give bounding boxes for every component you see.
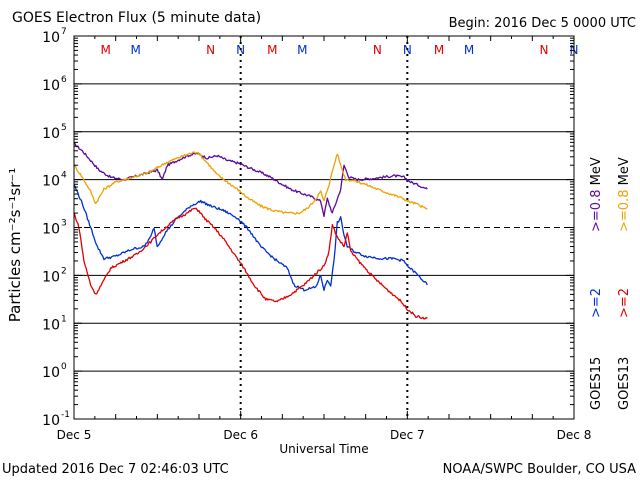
legend-row: GOES15 >=2 >=0.8 MeV xyxy=(589,157,604,410)
event-marker: M xyxy=(130,43,140,57)
credit-label: NOAA/SWPC Boulder, CO USA xyxy=(443,462,636,477)
y-tick-label: 10 xyxy=(42,174,60,190)
updated-timestamp: Updated 2016 Dec 7 02:46:03 UTC xyxy=(2,462,229,477)
legend-satellite: GOES15 xyxy=(589,357,604,410)
series-line xyxy=(73,184,428,292)
series-line xyxy=(73,207,428,320)
y-tick-exponent: 0 xyxy=(61,362,67,372)
y-tick-exponent: -1 xyxy=(61,410,70,420)
y-tick-exponent: 3 xyxy=(61,219,67,229)
y-tick-label: 10 xyxy=(42,365,60,381)
legend-item: >=2 xyxy=(617,288,632,318)
event-marker: M xyxy=(434,43,444,57)
legend-satellite: GOES13 xyxy=(617,357,632,410)
legend-item: >=0.8 MeV xyxy=(617,157,632,232)
y-tick-exponent: 5 xyxy=(61,123,67,133)
data-series xyxy=(73,142,428,320)
y-tick-label: 10 xyxy=(42,317,60,333)
y-tick-exponent: 4 xyxy=(61,171,67,181)
plot-grid xyxy=(73,36,575,419)
legend-row: GOES13 >=2 >=0.8 MeV xyxy=(617,157,632,410)
y-tick-label: 10 xyxy=(42,413,60,429)
begin-time-label: Begin: 2016 Dec 5 0000 UTC xyxy=(449,16,636,31)
y-axis-label: Particles cm⁻²s⁻¹sr⁻¹ xyxy=(6,168,24,322)
y-tick-label: 10 xyxy=(42,126,60,142)
x-tick-label: Dec 5 xyxy=(57,428,92,442)
x-axis-ticks: Dec 5 Dec 6 Dec 7 Dec 8 xyxy=(57,428,592,442)
chart-title: GOES Electron Flux (5 minute data) xyxy=(12,10,261,26)
series-line xyxy=(73,151,428,215)
event-marker: M xyxy=(267,43,277,57)
x-tick-label: Dec 8 xyxy=(557,428,592,442)
y-tick-exponent: 1 xyxy=(61,314,67,324)
x-tick-label: Dec 6 xyxy=(223,428,258,442)
event-marker: N xyxy=(373,43,382,57)
x-tick-label: Dec 7 xyxy=(390,428,425,442)
legend-item: >=0.8 MeV xyxy=(589,157,604,232)
event-marker: N xyxy=(540,43,549,57)
event-marker: N xyxy=(206,43,215,57)
y-tick-exponent: 6 xyxy=(61,75,67,85)
y-tick-label: 10 xyxy=(42,222,60,238)
y-tick-label: 10 xyxy=(42,269,60,285)
legend-item: >=2 xyxy=(589,288,604,318)
legend: GOES15 >=2 >=0.8 MeV GOES13 >=2 >=0.8 MeV xyxy=(589,157,632,410)
event-marker: M xyxy=(464,43,474,57)
y-tick-exponent: 2 xyxy=(61,266,67,276)
x-axis-label: Universal Time xyxy=(279,442,368,456)
y-tick-label: 10 xyxy=(42,30,60,46)
event-marker: M xyxy=(100,43,110,57)
y-tick-label: 10 xyxy=(42,78,60,94)
y-tick-exponent: 7 xyxy=(61,27,67,37)
event-marker: M xyxy=(297,43,307,57)
event-markers: MMNNMMNNMMNN xyxy=(100,43,578,57)
